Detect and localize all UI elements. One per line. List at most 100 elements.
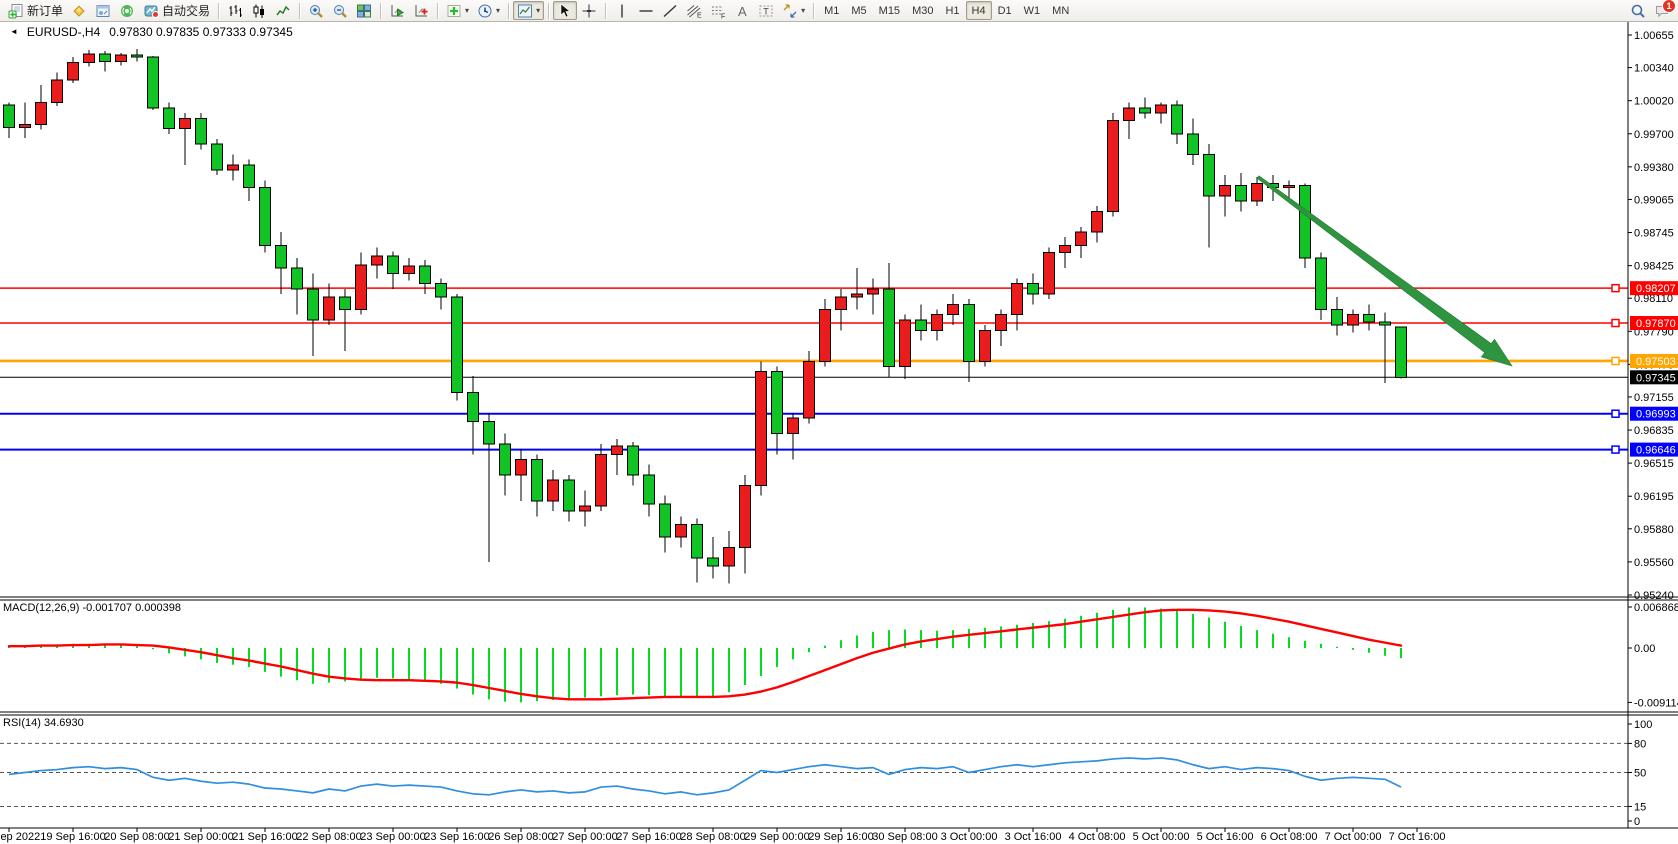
horizontal-line-button[interactable] (634, 1, 658, 20)
timeframe-button-h4[interactable]: H4 (965, 1, 992, 20)
notifications-button[interactable]: 1 (1650, 0, 1676, 20)
chart-background[interactable] (0, 22, 1678, 844)
candle-body (115, 54, 127, 62)
timeframe-button-w1[interactable]: W1 (1023, 4, 1041, 17)
candle-body (1043, 252, 1055, 295)
dropdown-caret-icon: ▾ (801, 5, 806, 15)
zoom-in-button[interactable] (304, 1, 328, 20)
trend-arrow[interactable] (1256, 175, 1513, 367)
auto-scroll-button[interactable] (385, 1, 409, 20)
candle-body (163, 107, 175, 130)
candle-body (995, 314, 1007, 331)
tile-windows-button[interactable] (352, 1, 376, 20)
price-badge (1630, 353, 1678, 368)
profile-play-icon (389, 3, 405, 19)
fibo-expansion-button[interactable]: F (706, 1, 730, 20)
sound-button[interactable] (115, 1, 139, 20)
app-gallery-button[interactable] (67, 1, 91, 20)
timeframe-button-m15[interactable]: M15 (878, 4, 901, 17)
template-icon (517, 3, 533, 19)
hline-handle[interactable] (1611, 445, 1620, 454)
price-axis[interactable]: 1.00655 1.00340 1.00020 0.99700 0.99380 0.990… (1611, 30, 1678, 828)
tile-windows-icon (356, 3, 372, 19)
time-tick-label: 21 Sep 16:00 (232, 831, 297, 843)
price-tick-label: 0.98425 (1634, 261, 1674, 273)
autotrading-icon (143, 3, 160, 19)
candle-body (483, 420, 495, 445)
quote-ohlc: 0.97830 0.97835 0.97333 0.97345 (109, 25, 293, 39)
fibo-retracement-button[interactable]: E (682, 1, 706, 20)
candle-body (963, 303, 975, 362)
crosshair-button[interactable] (577, 1, 601, 20)
price-badge-label: 0.98207 (1636, 283, 1676, 295)
hline-handle[interactable] (1611, 283, 1620, 293)
timeframe-button-m1[interactable]: M1 (824, 4, 840, 17)
hline-handle[interactable] (1611, 318, 1620, 328)
add-indicator-button[interactable]: ▾ (442, 1, 473, 20)
zoom-out-button[interactable] (328, 1, 352, 20)
arrows-icon (782, 3, 798, 19)
chart-shift-button[interactable] (409, 1, 433, 20)
hline-handle[interactable] (1611, 409, 1620, 418)
candle-body (51, 79, 63, 104)
periods-button[interactable]: ▾ (473, 1, 504, 20)
macd-tick-label: 0.00 (1634, 643, 1655, 655)
price-badge (1630, 316, 1678, 331)
timeframe-button-d1[interactable]: D1 (997, 4, 1012, 17)
candle-body (1155, 104, 1167, 114)
line-chart-icon (275, 3, 291, 19)
toolbar-separator (508, 2, 510, 19)
chart-title: ◄ EURUSD-,H4 0.97830 0.97835 0.97333 0.9… (10, 25, 293, 39)
autotrading-button[interactable]: 自动交易 (139, 1, 214, 20)
line-chart-button[interactable] (271, 1, 295, 20)
timeframe-button-h1[interactable]: H1 (945, 4, 960, 17)
candle-body (1315, 257, 1327, 311)
price-tick-label: 0.95240 (1634, 590, 1674, 602)
candle-body (179, 117, 191, 130)
macd-indicator-label: MACD(12,26,9) -0.001707 0.000398 (3, 602, 181, 614)
candle-body (195, 117, 207, 145)
bar-chart-button[interactable] (223, 1, 247, 20)
search-button[interactable] (1626, 1, 1650, 20)
hline-handle[interactable] (1611, 356, 1620, 366)
timeframe-button-m5[interactable]: M5 (851, 4, 867, 17)
text-button[interactable]: A (730, 1, 754, 20)
arrows-button[interactable]: ▾ (778, 1, 809, 20)
timeframe-button-m30[interactable]: M30 (912, 4, 934, 17)
vline-icon (614, 3, 630, 19)
rsi-indicator-label: RSI(14) 34.6930 (3, 717, 84, 729)
candle-body (403, 265, 415, 274)
data-window-button[interactable] (91, 1, 115, 20)
candle-body (419, 265, 431, 285)
candle-body (1331, 309, 1343, 326)
new-order-button-label: 新订单 (27, 4, 64, 18)
candle-body (1139, 107, 1151, 114)
cursor-button[interactable] (553, 1, 578, 20)
candlestick-button[interactable] (247, 1, 271, 20)
price-tick-label: 0.97155 (1634, 392, 1674, 404)
vertical-line-button[interactable] (610, 1, 634, 20)
candle-body (451, 296, 463, 393)
price-badge-label: 0.97503 (1636, 356, 1676, 368)
time-tick-label: 26 Sep 08:00 (488, 831, 553, 843)
candle-body (867, 288, 879, 295)
candle-body (1283, 184, 1295, 189)
price-tick-label: 1.00020 (1634, 96, 1674, 108)
timeframe-button-mn[interactable]: MN (1052, 4, 1070, 17)
text-label-button[interactable]: T (754, 1, 778, 20)
templates-button[interactable]: ▾ (513, 1, 545, 20)
candle-body (211, 143, 223, 171)
candle-body (355, 264, 367, 311)
candle-body (83, 53, 95, 63)
new-order-button[interactable]: 新订单 (4, 1, 67, 20)
candle-body (1203, 153, 1215, 197)
candle-body (1251, 182, 1263, 202)
chart-expand-icon[interactable]: ◄ (10, 27, 18, 36)
candle-body (883, 288, 895, 367)
macd-tick-label: -0.009114 (1634, 697, 1678, 709)
candle-body (1027, 283, 1039, 295)
candle-body (851, 293, 863, 298)
trendline-button[interactable] (658, 1, 682, 20)
